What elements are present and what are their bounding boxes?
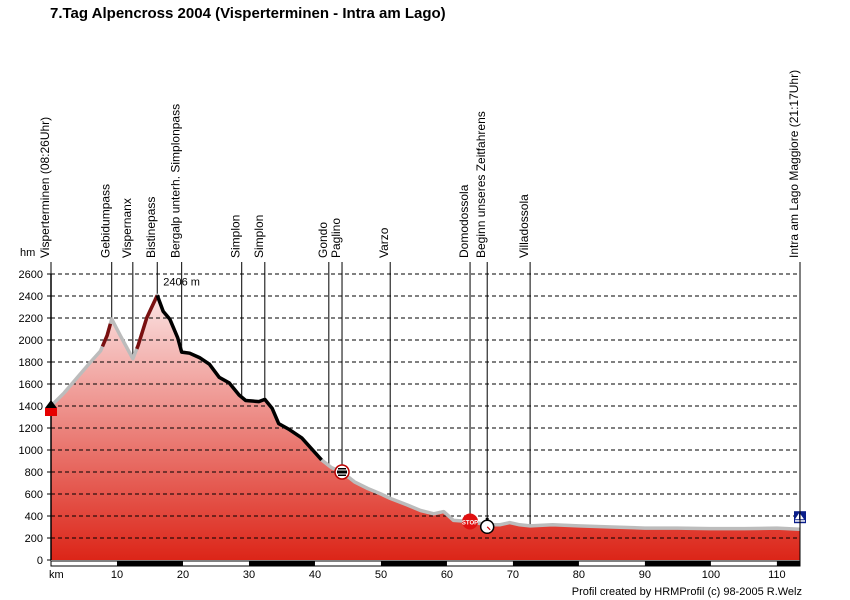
y-tick-label: 2000 bbox=[19, 335, 43, 347]
y-tick-label: 600 bbox=[25, 489, 43, 501]
border-bar bbox=[338, 468, 347, 470]
x-axis-bar-segment bbox=[248, 561, 315, 566]
waypoint-label: Gondo bbox=[316, 222, 330, 258]
stopwatch-crown bbox=[485, 517, 489, 521]
y-tick-label: 2400 bbox=[19, 291, 43, 303]
max-elevation-label: 2406 m bbox=[163, 276, 200, 288]
stopwatch-hand bbox=[486, 526, 491, 531]
waypoint-label: Paglino bbox=[329, 218, 343, 258]
y-tick-label: 2200 bbox=[19, 313, 43, 325]
y-tick-label: 1800 bbox=[19, 357, 43, 369]
x-tick-label: 50 bbox=[375, 569, 387, 581]
waypoint-label: Villadossola bbox=[517, 194, 531, 258]
x-tick-label: 110 bbox=[768, 569, 786, 581]
x-tick-label: 20 bbox=[177, 569, 189, 581]
x-tick-label: 60 bbox=[441, 569, 453, 581]
y-tick-label: 1200 bbox=[19, 423, 43, 435]
profile-segment-descent-simplon bbox=[155, 294, 323, 462]
chart-title: 7.Tag Alpencross 2004 (Visperterminen - … bbox=[50, 5, 446, 22]
sailboat-sail bbox=[800, 514, 804, 520]
x-axis-bar-segment bbox=[512, 561, 579, 566]
elevation-area bbox=[51, 295, 800, 560]
sailboat-sail bbox=[795, 513, 799, 520]
y-tick-label: 2600 bbox=[19, 269, 43, 281]
x-axis-bar-segment bbox=[380, 561, 447, 566]
waypoint-label: Beginn unseres Zeitfahrens bbox=[474, 111, 488, 258]
x-tick-label: 80 bbox=[573, 569, 585, 581]
border-bar bbox=[338, 474, 347, 476]
x-axis-bar-segment bbox=[776, 561, 800, 566]
waypoint-label: Visperterminen (08:26Uhr) bbox=[38, 117, 52, 258]
y-tick-label: 200 bbox=[25, 533, 43, 545]
x-tick-label: 40 bbox=[309, 569, 321, 581]
stopwatch-icon bbox=[479, 517, 495, 535]
stop-text: STOP bbox=[462, 521, 478, 527]
start-flag-box bbox=[45, 408, 57, 416]
y-tick-label: 1600 bbox=[19, 379, 43, 391]
waypoint-label: Bistinepass bbox=[144, 197, 158, 258]
profile-segment-ascent-gebidum bbox=[100, 323, 113, 348]
y-tick-label: 400 bbox=[25, 511, 43, 523]
x-axis-label: km bbox=[49, 569, 64, 581]
waypoint-label: Domodossola bbox=[457, 184, 471, 258]
waypoint-label: Bergalp unterh. Simplonpass bbox=[169, 104, 183, 258]
waypoint-label: Varzo bbox=[377, 227, 391, 258]
waypoint-label: Simplon bbox=[252, 215, 266, 258]
y-axis-label: hm bbox=[20, 247, 35, 259]
waypoint-label: Intra am Lago Maggiore (21:17Uhr) bbox=[787, 70, 801, 258]
stop-sign-icon: STOP bbox=[462, 513, 479, 530]
x-tick-label: 90 bbox=[639, 569, 651, 581]
border-crossing-icon bbox=[334, 464, 350, 480]
stop-circle bbox=[462, 513, 479, 530]
x-tick-label: 70 bbox=[507, 569, 519, 581]
x-tick-label: 10 bbox=[111, 569, 123, 581]
profile-segment-ascent-bistine bbox=[135, 294, 159, 350]
y-tick-label: 1000 bbox=[19, 445, 43, 457]
y-tick-label: 0 bbox=[37, 555, 43, 567]
x-tick-label: 100 bbox=[702, 569, 720, 581]
waypoint-label: Vispernanx bbox=[120, 198, 134, 258]
border-bar bbox=[337, 470, 348, 474]
credit-text: Profil created by HRMProfil (c) 98-2005 … bbox=[571, 586, 802, 598]
start-flag-triangle bbox=[45, 400, 57, 408]
x-axis-bar-segment bbox=[116, 561, 183, 566]
y-tick-label: 1400 bbox=[19, 401, 43, 413]
waypoint-label: Gebidumpass bbox=[99, 184, 113, 258]
waypoint-label: Simplon bbox=[229, 215, 243, 258]
x-axis-bar-segment bbox=[644, 561, 711, 566]
start-flag-icon bbox=[45, 400, 57, 416]
y-tick-label: 800 bbox=[25, 467, 43, 479]
x-tick-label: 30 bbox=[243, 569, 255, 581]
